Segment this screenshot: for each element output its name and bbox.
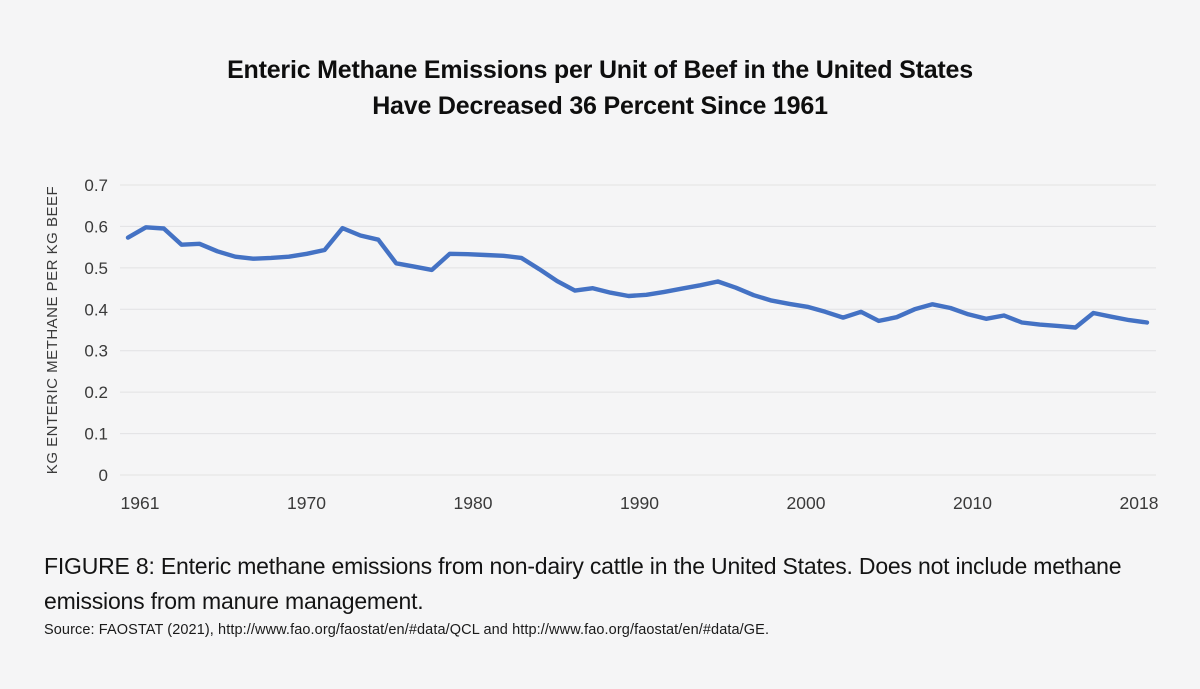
y-axis-title: KG ENTERIC METHANE PER KG BEEF bbox=[44, 186, 61, 474]
figure-caption-line2: emissions from manure management. bbox=[44, 588, 424, 614]
emissions-line bbox=[125, 225, 1150, 330]
chart-title: Enteric Methane Emissions per Unit of Be… bbox=[0, 52, 1200, 124]
x-tick-label: 2018 bbox=[1120, 493, 1159, 513]
y-tick-label: 0.2 bbox=[84, 383, 108, 402]
x-tick-label: 1970 bbox=[287, 493, 326, 513]
x-tick-label: 1980 bbox=[454, 493, 493, 513]
source-note: Source: FAOSTAT (2021), http://www.fao.o… bbox=[44, 622, 770, 638]
chart-title-line1: Enteric Methane Emissions per Unit of Be… bbox=[227, 56, 973, 84]
y-tick-label: 0.4 bbox=[84, 300, 108, 319]
y-tick-label: 0.1 bbox=[84, 425, 108, 444]
x-tick-label: 2010 bbox=[953, 493, 992, 513]
y-tick-label: 0.6 bbox=[84, 217, 108, 236]
x-tick-label: 2000 bbox=[787, 493, 826, 513]
x-tick-label: 1961 bbox=[121, 493, 160, 513]
chart-title-line2: Have Decreased 36 Percent Since 1961 bbox=[372, 92, 828, 120]
figure-caption-line1: FIGURE 8: Enteric methane emissions from… bbox=[44, 553, 1122, 579]
y-tick-label: 0.5 bbox=[84, 259, 108, 278]
x-tick-label: 1990 bbox=[620, 493, 659, 513]
y-tick-label: 0.7 bbox=[84, 176, 108, 195]
y-tick-label: 0.3 bbox=[84, 342, 108, 361]
figure-caption: FIGURE 8: Enteric methane emissions from… bbox=[44, 549, 1194, 619]
y-tick-label: 0 bbox=[99, 466, 108, 485]
